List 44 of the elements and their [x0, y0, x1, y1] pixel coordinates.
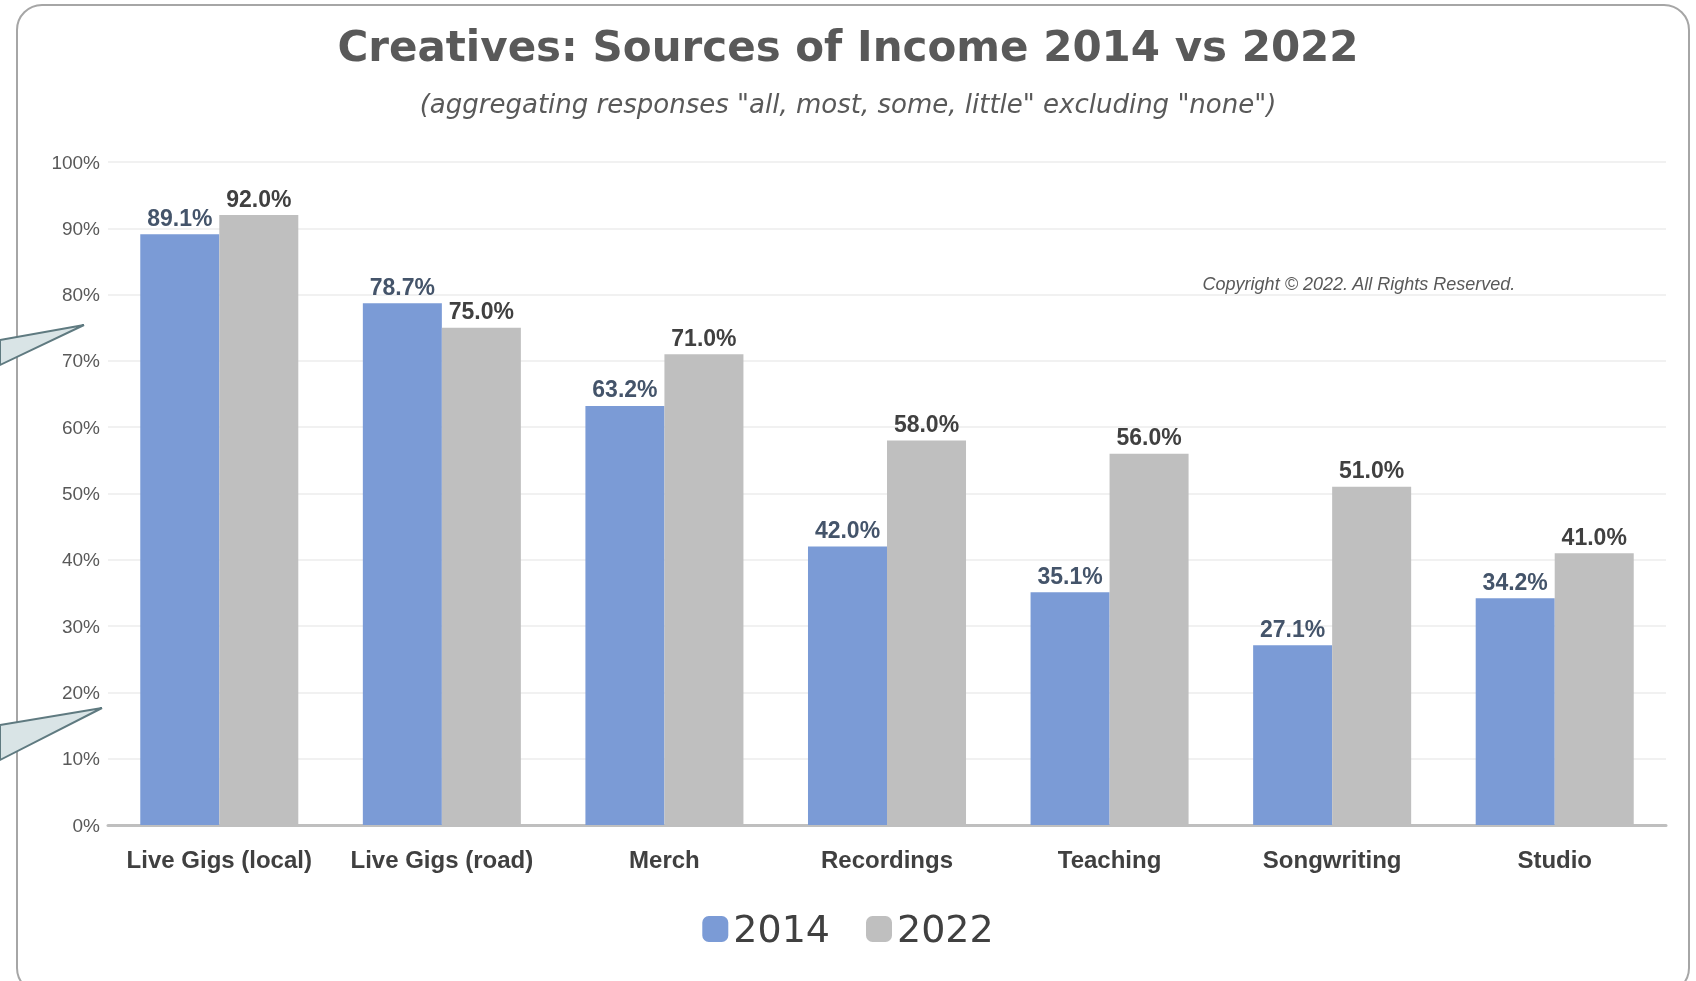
data-label: 71.0%	[671, 324, 737, 351]
x-tick-label: Live Gigs (road)	[350, 845, 534, 873]
data-label: 34.2%	[1482, 568, 1548, 595]
legend-label: 2022	[897, 907, 994, 951]
data-label: 42.0%	[814, 517, 881, 544]
data-label: 51.0%	[1339, 457, 1405, 484]
y-tick-label: 0%	[72, 814, 101, 836]
y-tick-label: 80%	[61, 284, 101, 306]
legend-label: 2014	[733, 907, 831, 951]
annotation: Copyright © 2022. All Rights Reserved.	[1202, 274, 1516, 294]
x-tick-label: Merch	[629, 845, 700, 873]
y-tick-label: 10%	[61, 748, 101, 770]
data-label: 89.1%	[147, 204, 213, 231]
x-tick-label: Songwriting	[1262, 845, 1402, 873]
x-tick-label: Live Gigs (local)	[126, 845, 312, 873]
data-label: 56.0%	[1116, 424, 1182, 451]
data-label: 63.2%	[592, 376, 658, 403]
y-tick-label: 30%	[61, 615, 101, 637]
y-tick-label: 60%	[61, 416, 101, 438]
y-tick-label: 50%	[61, 483, 101, 504]
x-tick-label: Recordings	[820, 845, 954, 873]
x-tick-label: Studio	[1517, 845, 1593, 873]
data-label: 78.7%	[369, 273, 435, 300]
data-label: 75.0%	[448, 298, 514, 325]
data-label: 58.0%	[893, 410, 960, 437]
bar	[1475, 598, 1555, 825]
chart-title: Creatives: Sources of Income 2014 vs 2022	[337, 21, 1359, 71]
y-tick-label: 20%	[61, 681, 101, 703]
data-label: 92.0%	[226, 185, 292, 212]
data-label: 27.1%	[1260, 615, 1326, 642]
bar	[140, 234, 220, 825]
bar	[1253, 645, 1333, 825]
y-tick-label: 100%	[51, 151, 101, 173]
y-tick-label: 70%	[61, 350, 101, 372]
bar	[362, 303, 442, 825]
x-tick-label: Teaching	[1057, 845, 1162, 873]
bar	[1030, 592, 1110, 825]
chart-subtitle: (aggregating responses "all, most, some, little" excluding "none")	[419, 89, 1277, 119]
bar	[585, 405, 665, 825]
data-label: 35.1%	[1037, 562, 1103, 589]
data-label: 41.0%	[1561, 523, 1627, 550]
y-tick-label: 40%	[61, 549, 101, 571]
y-tick-label: 90%	[61, 217, 101, 239]
bar	[807, 546, 887, 825]
